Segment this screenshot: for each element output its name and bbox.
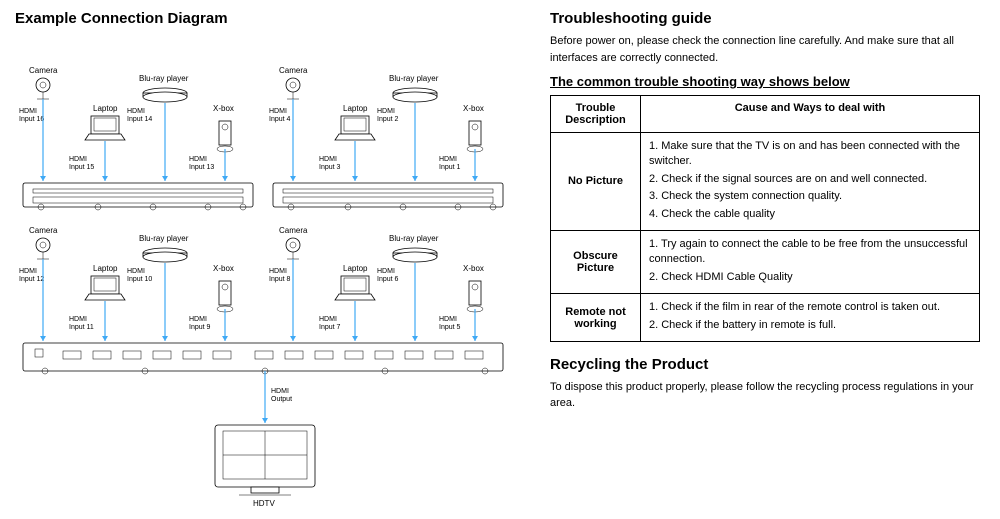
list-item: 1. Check if the film in rear of the remo… <box>649 300 971 315</box>
th-desc: Trouble Description <box>551 96 641 133</box>
table-row-desc: Remote not working <box>551 294 641 342</box>
svg-text:HDMIInput 3: HDMIInput 3 <box>319 156 341 171</box>
svg-text:HDMIInput 7: HDMIInput 7 <box>319 316 341 331</box>
svg-text:Blu-ray player: Blu-ray player <box>389 234 439 243</box>
svg-text:HDMIOutput: HDMIOutput <box>271 388 292 403</box>
svg-text:Camera: Camera <box>29 66 58 75</box>
list-item: 4. Check the cable quality <box>649 207 971 222</box>
svg-text:HDMIInput 6: HDMIInput 6 <box>377 268 399 283</box>
connection-diagram: Camera Laptop Blu-ray player X-box HDMII… <box>15 33 515 508</box>
list-item: 1. Try again to connect the cable to be … <box>649 237 971 268</box>
recycle-text: To dispose this product properly, please… <box>550 379 980 412</box>
svg-text:HDMIInput 10: HDMIInput 10 <box>127 268 152 283</box>
table-row-cause: 1. Check if the film in rear of the remo… <box>641 294 980 342</box>
list-item: 2. Check if the battery in remote is ful… <box>649 318 971 333</box>
ts-subtitle: The common trouble shooting way shows be… <box>550 74 980 89</box>
th-cause: Cause and Ways to deal with <box>641 96 980 133</box>
table-row-cause: 1. Make sure that the TV is on and has b… <box>641 133 980 231</box>
list-item: 2. Check if the signal sources are on an… <box>649 172 971 187</box>
svg-text:HDMIInput 12: HDMIInput 12 <box>19 268 44 283</box>
svg-text:Laptop: Laptop <box>343 104 368 113</box>
svg-text:HDMIInput 11: HDMIInput 11 <box>69 316 94 331</box>
ts-title: Troubleshooting guide <box>550 10 980 27</box>
svg-text:X-box: X-box <box>213 104 234 113</box>
svg-text:HDMIInput 4: HDMIInput 4 <box>269 108 291 123</box>
svg-text:X-box: X-box <box>213 264 234 273</box>
svg-text:X-box: X-box <box>463 104 484 113</box>
diagram-title: Example Connection Diagram <box>15 10 515 27</box>
recycle-title: Recycling the Product <box>550 356 980 373</box>
svg-text:Camera: Camera <box>279 226 308 235</box>
table-row-desc: No Picture <box>551 133 641 231</box>
svg-text:Camera: Camera <box>29 226 58 235</box>
ts-intro: Before power on, please check the connec… <box>550 33 980 66</box>
svg-text:HDMIInput 8: HDMIInput 8 <box>269 268 291 283</box>
list-item: 1. Make sure that the TV is on and has b… <box>649 139 971 170</box>
svg-text:Blu-ray player: Blu-ray player <box>389 74 439 83</box>
svg-text:HDTV: HDTV <box>253 499 275 508</box>
svg-text:Laptop: Laptop <box>93 264 118 273</box>
list-item: 2. Check HDMI Cable Quality <box>649 270 971 285</box>
list-item: 3. Check the system connection quality. <box>649 189 971 204</box>
svg-text:HDMIInput 1: HDMIInput 1 <box>439 156 461 171</box>
svg-text:Blu-ray player: Blu-ray player <box>139 234 189 243</box>
svg-text:HDMIInput 13: HDMIInput 13 <box>189 156 214 171</box>
table-row-desc: Obscure Picture <box>551 230 641 293</box>
svg-text:Blu-ray player: Blu-ray player <box>139 74 189 83</box>
svg-text:HDMIInput 16: HDMIInput 16 <box>19 108 44 123</box>
svg-text:HDMIInput 14: HDMIInput 14 <box>127 108 152 123</box>
svg-text:X-box: X-box <box>463 264 484 273</box>
svg-text:Laptop: Laptop <box>93 104 118 113</box>
svg-text:Camera: Camera <box>279 66 308 75</box>
svg-text:HDMIInput 2: HDMIInput 2 <box>377 108 399 123</box>
troubleshooting-table: Trouble Description Cause and Ways to de… <box>550 95 980 342</box>
svg-text:HDMIInput 15: HDMIInput 15 <box>69 156 94 171</box>
svg-text:HDMIInput 5: HDMIInput 5 <box>439 316 461 331</box>
svg-text:HDMIInput 9: HDMIInput 9 <box>189 316 211 331</box>
svg-text:Laptop: Laptop <box>343 264 368 273</box>
table-row-cause: 1. Try again to connect the cable to be … <box>641 230 980 293</box>
